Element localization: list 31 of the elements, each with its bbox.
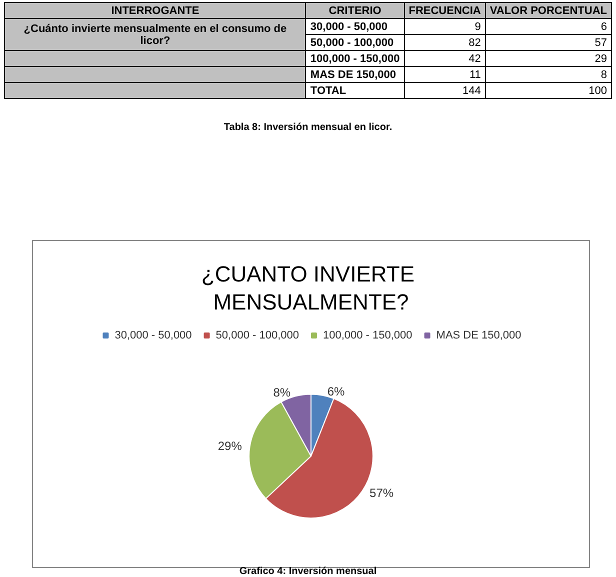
text: Tabla 8: Inversión mensual en licor. <box>222 122 394 133</box>
category-label: 30,000 - 50,000 <box>310 20 388 32</box>
data-label: 29% <box>218 438 242 453</box>
legend-label: 30,000 - 50,000 <box>114 330 192 342</box>
text: Grafico 4: Inversión mensual <box>238 566 378 577</box>
text: 6 <box>485 18 612 34</box>
text: 9 <box>404 18 486 34</box>
category-label: MAS DE 150,000 <box>310 68 396 80</box>
text: 144 <box>404 82 486 98</box>
chart-title: ¿CUANTO INVIERTE MENSUALMENTE? <box>201 262 421 314</box>
legend-label: MAS DE 150,000 <box>436 330 522 342</box>
text: CRITERIO <box>306 2 404 18</box>
text: ¿Cuánto invierte mensualmente en el consumo de licor? <box>4 18 306 50</box>
text: 57 <box>485 34 612 50</box>
text: 29 <box>485 50 612 66</box>
category-label: 100,000 - 150,000 <box>310 52 400 64</box>
text: VALOR PORCENTUAL <box>485 2 612 18</box>
data-label: 57% <box>370 486 394 500</box>
text: 8 <box>485 66 612 82</box>
text: 100 <box>485 82 612 98</box>
text: 82 <box>404 34 486 50</box>
category-label: 50,000 - 100,000 <box>310 36 394 48</box>
text: TOTAL <box>306 82 404 98</box>
text: 11 <box>404 66 486 82</box>
text: INTERROGANTE <box>4 2 306 18</box>
data-label: 6% <box>327 384 346 398</box>
text: FRECUENCIA <box>404 2 486 18</box>
data-label: 8% <box>273 385 291 400</box>
legend-label: 100,000 - 150,000 <box>322 330 412 342</box>
text: 42 <box>404 50 486 66</box>
legend-label: 50,000 - 100,000 <box>216 330 299 342</box>
